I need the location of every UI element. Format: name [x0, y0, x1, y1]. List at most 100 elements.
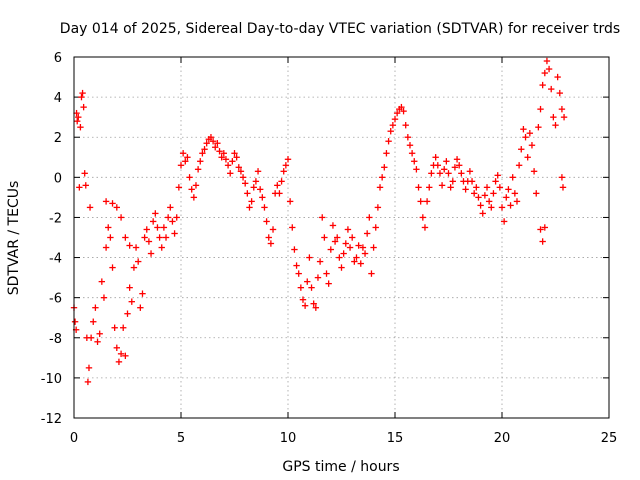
data-point [314, 274, 322, 281]
data-point [291, 246, 298, 253]
data-point [145, 238, 153, 245]
data-point [515, 162, 523, 169]
data-point [361, 250, 369, 257]
data-point [479, 210, 486, 217]
y-tick-label: -10 [41, 372, 62, 387]
data-point [492, 178, 499, 185]
y-tick-label: -4 [49, 252, 62, 267]
data-point [282, 162, 290, 169]
data-point [124, 310, 131, 317]
data-point [391, 115, 399, 123]
data-point [500, 218, 508, 225]
data-point [372, 224, 379, 231]
data-point [349, 234, 356, 241]
data-point [130, 264, 138, 271]
data-point [233, 154, 240, 161]
data-point [539, 81, 546, 89]
data-series-trds [70, 57, 568, 386]
data-point [406, 142, 414, 149]
data-point [400, 107, 407, 115]
data-point [192, 182, 200, 189]
data-point [417, 198, 424, 205]
data-point [319, 214, 326, 221]
data-point [109, 264, 116, 271]
data-point [76, 184, 83, 191]
data-point [235, 164, 242, 171]
data-point [218, 154, 225, 161]
data-point [556, 89, 563, 97]
data-point [248, 198, 255, 205]
data-point [143, 226, 150, 233]
data-point [152, 210, 159, 217]
data-point [505, 186, 512, 193]
data-point [293, 262, 300, 269]
y-tick-label: -12 [41, 412, 62, 427]
data-point [162, 234, 170, 241]
data-point [254, 168, 262, 175]
data-point [331, 238, 339, 245]
data-point [278, 178, 285, 185]
data-point [421, 224, 429, 231]
data-point [263, 218, 270, 225]
data-point [299, 296, 307, 303]
data-point [186, 174, 193, 181]
data-point [535, 123, 542, 131]
data-point [74, 117, 81, 125]
data-point [154, 224, 161, 231]
data-point [120, 324, 127, 331]
data-point [252, 178, 260, 185]
x-tick-label: 15 [387, 431, 404, 446]
data-point [256, 186, 264, 193]
data-point [312, 304, 320, 311]
data-point [126, 242, 133, 249]
data-point [357, 260, 364, 267]
data-point [113, 204, 120, 211]
data-point [244, 190, 251, 197]
data-point [122, 352, 129, 360]
data-point [447, 184, 454, 191]
data-point [436, 170, 444, 177]
data-point [216, 148, 223, 155]
data-point [520, 126, 527, 133]
data-point [351, 258, 358, 265]
data-point [239, 174, 247, 181]
data-point [98, 278, 106, 285]
data-point [295, 270, 302, 277]
data-point [71, 318, 79, 325]
data-point [475, 194, 482, 201]
data-point [141, 234, 148, 241]
data-point [485, 198, 493, 205]
data-point [237, 168, 245, 175]
data-point [374, 204, 382, 211]
data-point [449, 178, 456, 185]
data-point [393, 109, 401, 117]
data-point [87, 334, 95, 341]
data-point [456, 162, 463, 169]
data-point [558, 105, 566, 113]
data-point [214, 140, 221, 147]
data-point [85, 364, 93, 372]
data-point [301, 302, 309, 309]
y-tick-label: 0 [54, 171, 62, 186]
data-point [434, 162, 441, 169]
data-point [175, 184, 183, 191]
data-point [428, 170, 435, 177]
data-point [250, 184, 257, 191]
x-axis-label: GPS time / hours [282, 459, 399, 475]
data-point [79, 89, 86, 97]
data-point [346, 244, 354, 251]
data-point [426, 184, 433, 191]
data-point [559, 184, 567, 191]
data-point [363, 230, 371, 237]
data-point [190, 194, 198, 201]
data-point [229, 158, 236, 165]
data-point [327, 246, 334, 253]
data-point [201, 146, 208, 153]
data-point [423, 198, 431, 205]
data-point [297, 284, 305, 291]
data-point [96, 330, 103, 337]
y-tick-label: 6 [54, 51, 62, 66]
data-point [359, 244, 367, 251]
data-point [160, 224, 168, 231]
data-point [366, 214, 373, 221]
